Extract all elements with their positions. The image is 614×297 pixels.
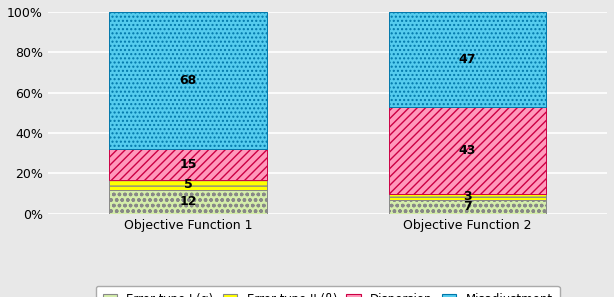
Bar: [109, 179, 266, 189]
Legend: Error type I (α), Error type II (β), Dispersion, Misadjustment: Error type I (α), Error type II (β), Dis…: [96, 286, 560, 297]
Text: 7: 7: [463, 200, 472, 213]
Text: 3: 3: [463, 190, 472, 203]
Bar: [389, 200, 546, 214]
Bar: [389, 194, 546, 200]
Text: 12: 12: [179, 195, 197, 208]
Text: 5: 5: [184, 178, 192, 191]
Bar: [109, 12, 266, 149]
Text: 68: 68: [179, 74, 196, 87]
Text: 15: 15: [179, 158, 197, 171]
Bar: [109, 189, 266, 214]
Text: 47: 47: [459, 53, 476, 66]
Bar: [389, 12, 546, 107]
Bar: [389, 107, 546, 194]
Text: 43: 43: [459, 144, 476, 157]
Bar: [109, 149, 266, 179]
